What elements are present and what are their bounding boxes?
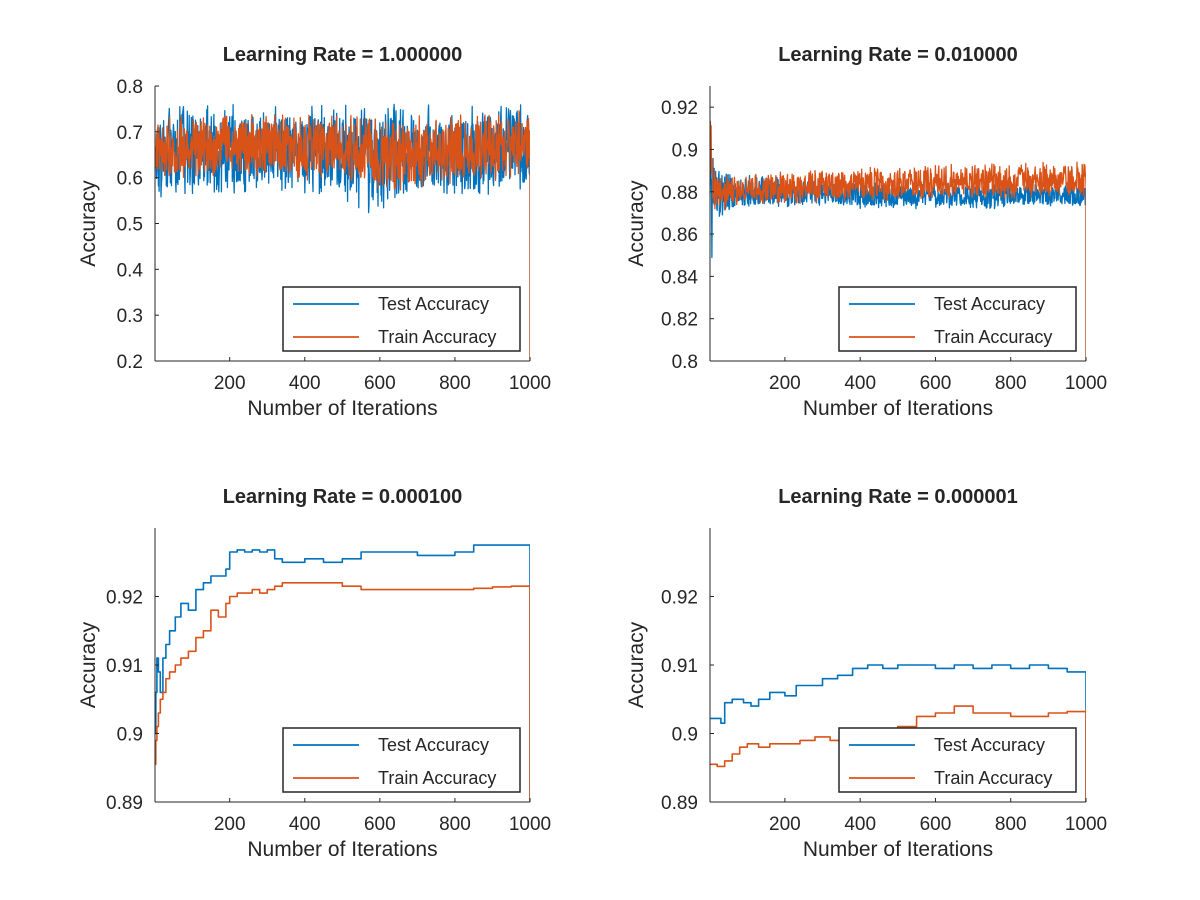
legend-box (838, 286, 1077, 352)
plot-area: 200 400 600 800 1000 0.89 0.9 0.91 0.92 (106, 528, 551, 835)
train-accuracy-series (710, 120, 1086, 361)
x-tick-label: 800 (439, 373, 471, 394)
y-tick-label: 0.92 (106, 588, 143, 609)
series-group (155, 544, 530, 802)
y-axis-label: Accuracy (625, 180, 648, 267)
subplot-lr-0.01: Learning Rate = 0.010000 Number of Itera… (625, 44, 1107, 420)
plot-area: 200 400 600 800 1000 0.2 0.3 0.4 0.5 0.6 0.7 0.8 (117, 77, 552, 394)
x-tick-label: 200 (769, 373, 801, 394)
x-tick-label: 400 (844, 814, 876, 835)
x-axis-label: Number of Iterations (803, 838, 993, 861)
x-axis-label: Number of Iterations (247, 838, 437, 861)
y-tick-label: 0.5 (117, 215, 143, 236)
y-tick-label: 0.8 (672, 352, 698, 373)
legend: Test Accuracy Train Accuracy (282, 286, 521, 352)
y-tick-label: 0.89 (661, 793, 698, 814)
x-tick-label: 800 (439, 814, 471, 835)
legend-box (282, 727, 521, 793)
legend-label-train: Train Accuracy (378, 768, 496, 788)
y-tick-label: 0.9 (117, 725, 143, 746)
y-tick-label: 0.88 (661, 183, 698, 204)
y-tick-label: 0.91 (106, 656, 143, 677)
test-accuracy-series (155, 544, 530, 802)
x-tick-label: 1000 (1065, 814, 1107, 835)
y-tick-label: 0.84 (661, 267, 698, 288)
x-axis-label: Number of Iterations (247, 397, 437, 420)
y-tick-label: 0.7 (117, 123, 143, 144)
legend-label-test: Test Accuracy (934, 735, 1045, 755)
legend: Test Accuracy Train Accuracy (838, 286, 1077, 352)
subplot-title: Learning Rate = 0.000001 (778, 486, 1018, 508)
x-tick-label: 800 (995, 814, 1027, 835)
x-tick-label: 1000 (509, 373, 551, 394)
y-tick-label: 0.8 (117, 77, 143, 98)
y-axis-label: Accuracy (77, 180, 100, 267)
x-tick-label: 200 (214, 373, 246, 394)
subplot-title: Learning Rate = 0.000100 (223, 486, 463, 508)
y-tick-label: 0.82 (661, 310, 698, 331)
plot-area: 200 400 600 800 1000 0.8 0.82 0.84 0.86 0.88 0.9 0.… (661, 86, 1107, 394)
legend-box (838, 727, 1077, 793)
y-tick-label: 0.9 (672, 725, 698, 746)
legend-label-train: Train Accuracy (378, 327, 496, 347)
y-tick-label: 0.9 (672, 140, 698, 161)
x-tick-label: 600 (920, 814, 952, 835)
train-accuracy-series (155, 582, 530, 802)
x-tick-label: 600 (364, 373, 396, 394)
subplot-title: Learning Rate = 0.010000 (778, 44, 1018, 66)
test-accuracy-series (710, 664, 1086, 802)
x-tick-label: 1000 (1065, 373, 1107, 394)
legend-label-test: Test Accuracy (378, 294, 489, 314)
legend-box (282, 286, 521, 352)
y-tick-label: 0.86 (661, 225, 698, 246)
x-tick-label: 400 (289, 373, 321, 394)
x-tick-label: 200 (769, 814, 801, 835)
y-axis-label: Accuracy (77, 621, 100, 708)
legend-label-test: Test Accuracy (934, 294, 1045, 314)
y-tick-label: 0.3 (117, 306, 143, 327)
legend-label-train: Train Accuracy (934, 768, 1052, 788)
x-tick-label: 600 (364, 814, 396, 835)
y-tick-label: 0.92 (661, 98, 698, 119)
legend-label-test: Test Accuracy (378, 735, 489, 755)
y-tick-label: 0.4 (117, 260, 144, 281)
train-accuracy-series (155, 110, 530, 361)
y-tick-label: 0.91 (661, 656, 698, 677)
series-group (710, 120, 1086, 361)
series-group (155, 103, 530, 361)
x-tick-label: 200 (214, 814, 246, 835)
subplot-lr-0.000001: Learning Rate = 0.000001 Number of Itera… (625, 486, 1107, 861)
subplot-lr-0.0001: Learning Rate = 0.000100 Number of Itera… (77, 486, 551, 861)
legend-label-train: Train Accuracy (934, 327, 1052, 347)
subplot-lr-1: Learning Rate = 1.000000 Number of Itera… (77, 44, 551, 420)
x-axis-label: Number of Iterations (803, 397, 993, 420)
x-tick-label: 400 (289, 814, 321, 835)
legend: Test Accuracy Train Accuracy (838, 727, 1077, 793)
x-tick-label: 1000 (509, 814, 551, 835)
legend: Test Accuracy Train Accuracy (282, 727, 521, 793)
x-tick-label: 800 (995, 373, 1027, 394)
y-tick-label: 0.92 (661, 588, 698, 609)
x-tick-label: 600 (920, 373, 952, 394)
plot-area: 200 400 600 800 1000 0.89 0.9 0.91 0.92 (661, 528, 1107, 835)
y-axis-label: Accuracy (625, 621, 648, 708)
y-tick-label: 0.89 (106, 793, 143, 814)
y-tick-label: 0.6 (117, 169, 143, 190)
x-tick-label: 400 (844, 373, 876, 394)
subplot-title: Learning Rate = 1.000000 (223, 44, 463, 66)
y-tick-label: 0.2 (117, 352, 143, 373)
